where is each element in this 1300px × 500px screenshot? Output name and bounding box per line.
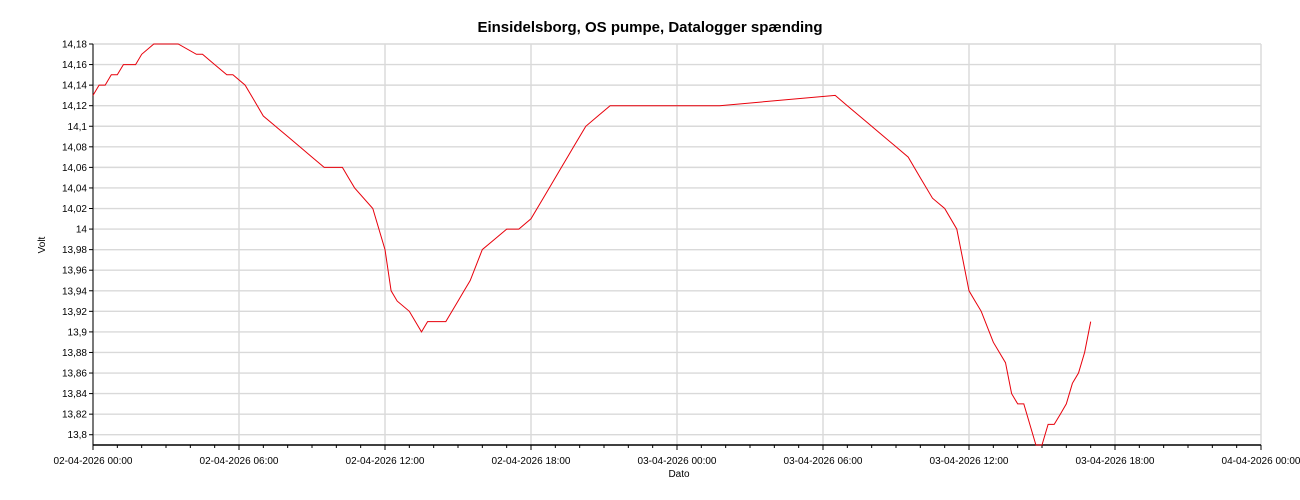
y-tick-label: 13,84 — [62, 389, 87, 400]
y-tick-label: 13,88 — [62, 348, 87, 359]
y-tick-label: 14,02 — [62, 204, 87, 215]
y-tick-label: 13,94 — [62, 286, 87, 297]
y-tick-label: 14,04 — [62, 183, 87, 194]
y-tick-label: 13,9 — [68, 327, 88, 338]
x-tick-label: 03-04-2026 18:00 — [1076, 456, 1155, 467]
ticks-layer: 13,8 13,82 13,84 13,86 13,88 13,9 13,92 13,94 13… — [54, 40, 1300, 468]
y-tick-label: 14,1 — [68, 122, 88, 133]
series-layer — [92, 43, 1092, 446]
y-tick-label: 13,92 — [62, 307, 87, 318]
y-tick-label: 14,06 — [62, 163, 87, 174]
x-tick-label: 03-04-2026 06:00 — [784, 456, 863, 467]
y-tick-label: 14,18 — [62, 40, 87, 51]
x-tick-label: 03-04-2026 00:00 — [638, 456, 717, 467]
x-axis-title: Dato — [668, 469, 690, 480]
y-tick-label: 14 — [76, 225, 88, 236]
x-tick-label: 02-04-2026 18:00 — [492, 456, 571, 467]
x-tick-label: 02-04-2026 06:00 — [200, 456, 279, 467]
grid-layer — [92, 43, 1262, 445]
series-line — [92, 43, 1092, 446]
x-tick-label: 02-04-2026 12:00 — [346, 456, 425, 467]
y-tick-label: 13,8 — [68, 430, 88, 441]
y-tick-label: 14,14 — [62, 81, 87, 92]
y-tick-label: 14,08 — [62, 142, 87, 153]
y-tick-label: 13,96 — [62, 266, 87, 277]
y-tick-label: 13,82 — [62, 410, 87, 421]
y-tick-label: 13,98 — [62, 245, 87, 256]
y-tick-label: 14,16 — [62, 60, 87, 71]
x-tick-label: 04-04-2026 00:00 — [1222, 456, 1300, 467]
y-tick-label: 13,86 — [62, 369, 87, 380]
chart-title: Einsidelsborg, OS pumpe, Datalogger spæn… — [477, 19, 823, 36]
y-tick-label: 14,12 — [62, 101, 87, 112]
x-tick-label: 02-04-2026 00:00 — [54, 456, 133, 467]
x-tick-label: 03-04-2026 12:00 — [930, 456, 1009, 467]
y-axis-title: Volt — [37, 236, 48, 253]
